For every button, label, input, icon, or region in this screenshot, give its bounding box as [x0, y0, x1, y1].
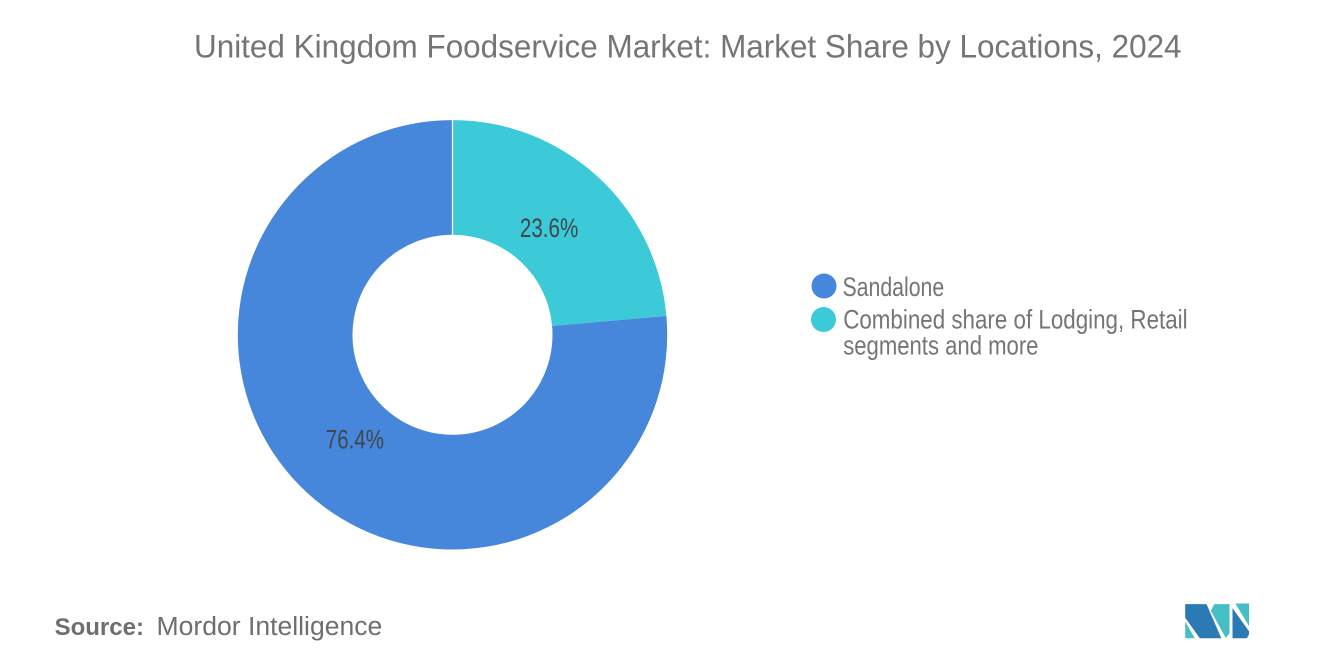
svg-text:76.4%: 76.4%: [326, 425, 384, 455]
svg-text:Combined share of Lodging, Ret: Combined share of Lodging, Retail: [843, 306, 1187, 335]
svg-text:Source:: Source:: [55, 614, 144, 641]
svg-text:Sandalone: Sandalone: [843, 273, 945, 303]
svg-text:segments and more: segments and more: [843, 332, 1038, 362]
svg-text:23.6%: 23.6%: [520, 213, 578, 243]
svg-text:United Kingdom Foodservice Mar: United Kingdom Foodservice Market: Marke…: [194, 28, 1182, 64]
svg-text:Mordor Intelligence: Mordor Intelligence: [157, 611, 383, 641]
